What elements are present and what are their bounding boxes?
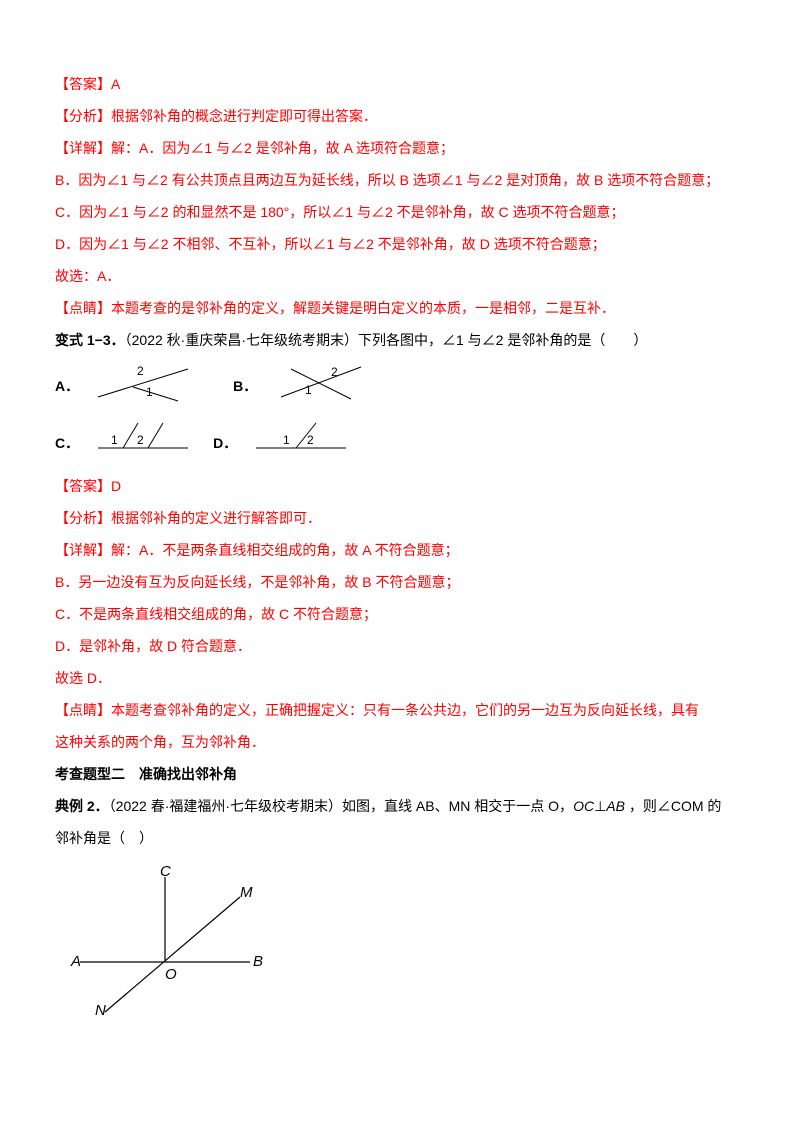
detail-2a: 【详解】解：A．不是两条直线相交组成的角，故 A 不符合题意； (55, 536, 739, 564)
detail-1b: B．因为∠1 与∠2 有公共顶点且两边互为延长线，所以 B 选项∠1 与∠2 是… (55, 166, 739, 194)
diagram-b-svg: 2 1 (271, 359, 371, 404)
svg-text:1: 1 (305, 383, 312, 397)
detail-2b: B．另一边没有互为反向延长线，不是邻补角，故 B 不符合题意； (55, 568, 739, 596)
ab-italic: AB (606, 798, 625, 814)
detail-2d: D．是邻补角，故 D 符合题意． (55, 632, 739, 660)
variant-label: 变式 1−3． (55, 332, 125, 348)
label-o: O (165, 966, 177, 983)
svg-text:1: 1 (111, 433, 118, 447)
diagram-a-svg: 2 1 (93, 359, 193, 404)
variant-text: （2022 秋·重庆荣昌·七年级统考期末）下列各图中，∠1 与∠2 是邻补角的是… (125, 332, 648, 348)
label-b: B (253, 953, 263, 970)
diagram-d: 1 2 (251, 418, 351, 467)
perp-sym: ⊥ (594, 798, 606, 814)
svg-text:1: 1 (146, 385, 153, 399)
svg-text:2: 2 (307, 433, 314, 447)
detail-1a: 【详解】解：A．因为∠1 与∠2 是邻补角，故 A 选项符合题意； (55, 134, 739, 162)
oc-italic: OC (573, 798, 594, 814)
option-b-label: B． (233, 372, 257, 400)
diagram-b: 2 1 (271, 359, 371, 413)
example-text-1: （2022 春·福建福州·七年级校考期末）如图，直线 AB、MN 相交于一点 O… (109, 798, 573, 814)
detail-2e: 故选 D． (55, 664, 739, 692)
detail-1d: D．因为∠1 与∠2 不相邻、不互补，所以∠1 与∠2 不是邻补角，故 D 选项… (55, 230, 739, 258)
diagram-a: 2 1 (93, 359, 193, 413)
svg-text:1: 1 (283, 433, 290, 447)
label-a: A (70, 953, 81, 970)
detail-1e: 故选：A． (55, 262, 739, 290)
option-a-label: A． (55, 372, 79, 400)
options-row-2: C． 1 2 D． 1 2 (55, 418, 739, 467)
svg-text:2: 2 (137, 364, 144, 378)
diagram-d-svg: 1 2 (251, 418, 351, 458)
label-m: M (240, 884, 253, 901)
option-d-label: D． (213, 429, 237, 457)
detail-1c: C．因为∠1 与∠2 的和显然不是 180°，所以∠1 与∠2 不是邻补角，故 … (55, 198, 739, 226)
example-2-cont: 邻补角是（ ） (55, 824, 739, 852)
diagram-c: 1 2 (93, 418, 193, 467)
label-n: N (95, 1002, 106, 1017)
comment-2a: 【点睛】本题考查邻补角的定义，正确把握定义：只有一条公共边，它们的另一边互为反向… (55, 696, 739, 724)
section-heading: 考查题型二 准确找出邻补角 (55, 760, 739, 788)
variant-1-3: 变式 1−3．（2022 秋·重庆荣昌·七年级统考期末）下列各图中，∠1 与∠2… (55, 326, 739, 354)
comment-1: 【点睛】本题考查的是邻补角的定义，解题关键是明白定义的本质，一是相邻，二是互补． (55, 294, 739, 322)
label-c: C (160, 863, 171, 880)
comment-2b: 这种关系的两个角，互为邻补角． (55, 728, 739, 756)
option-c-label: C． (55, 429, 79, 457)
answer-2: 【答案】D (55, 472, 739, 500)
big-diagram: C M A B O N (65, 862, 739, 1026)
example-text-2: ，则∠COM 的 (625, 798, 721, 814)
svg-text:2: 2 (137, 433, 144, 447)
example-2: 典例 2．（2022 春·福建福州·七年级校考期末）如图，直线 AB、MN 相交… (55, 792, 739, 820)
example-label: 典例 2． (55, 798, 109, 814)
answer-1: 【答案】A (55, 70, 739, 98)
diagram-c-svg: 1 2 (93, 418, 193, 458)
svg-text:2: 2 (331, 365, 338, 379)
detail-2c: C．不是两条直线相交组成的角，故 C 不符合题意； (55, 600, 739, 628)
analysis-2: 【分析】根据邻补角的定义进行解答即可． (55, 504, 739, 532)
analysis-1: 【分析】根据邻补角的概念进行判定即可得出答案． (55, 102, 739, 130)
big-diagram-svg: C M A B O N (65, 862, 265, 1017)
options-row-1: A． 2 1 B． 2 1 (55, 359, 739, 413)
